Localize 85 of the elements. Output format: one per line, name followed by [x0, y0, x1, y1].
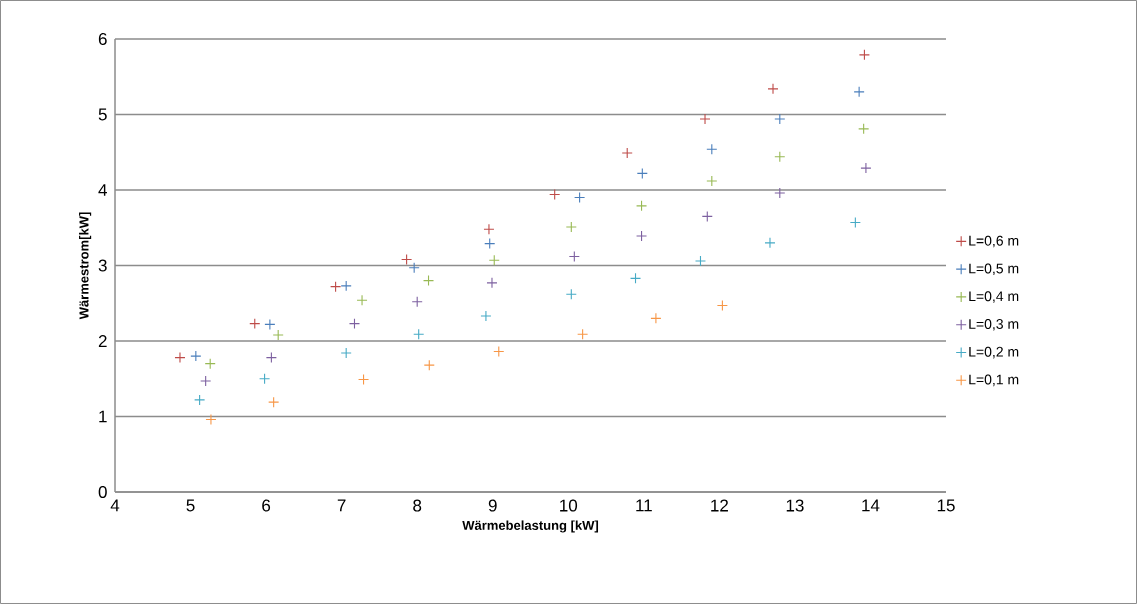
y-tick-label: 5 — [98, 108, 107, 121]
point — [577, 328, 589, 340]
point — [272, 329, 284, 341]
point — [621, 147, 633, 159]
point — [194, 394, 206, 406]
point — [356, 294, 368, 306]
point — [413, 328, 425, 340]
point — [422, 275, 435, 287]
point — [411, 296, 423, 308]
point — [423, 359, 435, 371]
point — [484, 238, 496, 250]
point — [401, 253, 413, 265]
point — [486, 277, 498, 289]
point — [565, 221, 577, 233]
point — [650, 312, 662, 324]
point — [340, 280, 352, 292]
x-tick-label: 8 — [413, 499, 422, 512]
x-tick-label: 15 — [937, 499, 955, 512]
point — [568, 250, 580, 262]
point — [858, 123, 870, 135]
point — [716, 299, 728, 312]
point — [694, 255, 707, 267]
y-tick-label: 6 — [98, 32, 107, 46]
point — [636, 230, 648, 242]
point — [636, 200, 648, 212]
legend-label: L=0,6 m — [969, 235, 1019, 248]
point — [629, 272, 642, 284]
point — [774, 113, 786, 125]
point — [205, 413, 217, 426]
point — [340, 347, 352, 359]
point — [204, 358, 216, 370]
x-tick-label: 4 — [110, 499, 120, 512]
x-tick-label: 14 — [862, 499, 880, 512]
point — [853, 86, 865, 98]
point — [259, 373, 271, 385]
point — [549, 188, 561, 201]
legend-label: L=0,5 m — [969, 263, 1019, 276]
x-tick-label: 5 — [186, 499, 195, 512]
point — [174, 352, 186, 364]
point — [249, 318, 261, 330]
point — [701, 210, 713, 222]
point — [706, 143, 718, 155]
point — [200, 375, 212, 387]
point — [268, 396, 280, 408]
y-tick-label: 4 — [98, 184, 107, 196]
point — [767, 83, 779, 95]
x-tick-label: 11 — [636, 499, 652, 512]
point — [565, 288, 577, 300]
point — [764, 237, 776, 249]
x-tick-label: 12 — [711, 499, 728, 512]
point — [488, 254, 500, 266]
point — [265, 352, 277, 364]
y-axis-title: Wärmestrom[kW] — [79, 212, 92, 320]
point — [574, 191, 586, 204]
point — [636, 167, 648, 179]
point — [699, 113, 711, 125]
x-tick-label: 13 — [786, 499, 804, 512]
point — [190, 350, 202, 362]
point — [480, 310, 492, 322]
x-tick-label: 10 — [560, 499, 578, 512]
point — [706, 175, 718, 187]
y-tick-label: 1 — [99, 410, 107, 423]
point — [358, 373, 370, 386]
point — [849, 216, 861, 229]
point — [774, 151, 786, 163]
legend-label: L=0,3 m — [969, 319, 1019, 331]
point — [264, 318, 276, 330]
legend-label: L=0,2 m — [969, 346, 1019, 359]
point — [493, 346, 505, 358]
x-tick-label: 6 — [262, 499, 271, 512]
point — [774, 187, 786, 199]
x-axis-title: Wärmebelastung [kW] — [462, 520, 599, 533]
y-tick-label: 0 — [98, 485, 107, 499]
point — [858, 49, 870, 61]
point — [483, 223, 495, 235]
point — [348, 318, 361, 330]
legend-label: L=0,1 m — [969, 374, 1019, 387]
x-tick-label: 9 — [488, 499, 497, 512]
point — [860, 162, 872, 174]
point — [408, 262, 420, 274]
point — [330, 281, 342, 293]
y-tick-label: 3 — [98, 259, 107, 272]
x-tick-label: 7 — [337, 499, 346, 512]
legend-label: L=0,4 m — [969, 291, 1019, 303]
y-tick-label: 2 — [98, 335, 107, 347]
